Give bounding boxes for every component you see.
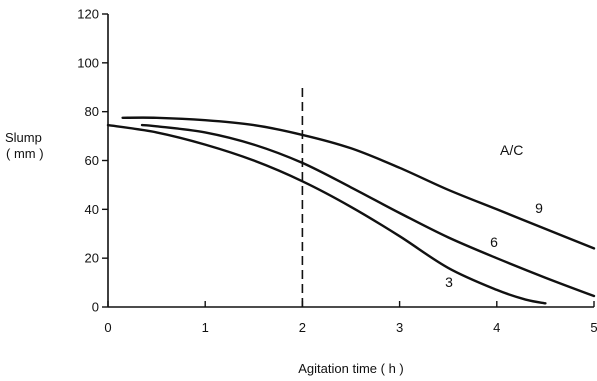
y-tick-label: 40 bbox=[85, 202, 99, 217]
y-axis-title-line2: ( mm ) bbox=[6, 146, 44, 161]
y-axis-title-line1: Slump bbox=[5, 130, 42, 145]
series-group: 9 6 3 bbox=[106, 116, 596, 305]
y-tick-label: 0 bbox=[92, 300, 99, 315]
labels-group: Slump ( mm ) Agitation time ( h ) A/C bbox=[5, 130, 523, 376]
series-line-6 bbox=[140, 123, 596, 298]
x-tick-label: 0 bbox=[104, 320, 111, 335]
x-tick-label: 1 bbox=[202, 320, 209, 335]
y-tick-label: 80 bbox=[85, 104, 99, 119]
series-line-3 bbox=[106, 123, 547, 305]
axes bbox=[107, 14, 594, 308]
x-tick-label: 4 bbox=[493, 320, 500, 335]
y-tick-label: 20 bbox=[85, 251, 99, 266]
series-label-6: 6 bbox=[490, 234, 498, 250]
legend-title: A/C bbox=[500, 142, 523, 158]
y-tick-label: 60 bbox=[85, 153, 99, 168]
series-line-9 bbox=[121, 116, 596, 250]
x-tick-label: 2 bbox=[299, 320, 306, 335]
x-axis-title: Agitation time ( h ) bbox=[298, 361, 404, 376]
x-tick-label: 3 bbox=[396, 320, 403, 335]
series-label-9: 9 bbox=[535, 200, 543, 216]
y-tick-label: 100 bbox=[77, 55, 99, 70]
ticks: 0 1 2 3 4 5 0 20 40 60 80 100 120 bbox=[77, 7, 597, 336]
series-label-3: 3 bbox=[445, 274, 453, 290]
x-tick-label: 5 bbox=[590, 320, 597, 335]
y-tick-label: 120 bbox=[77, 7, 99, 22]
